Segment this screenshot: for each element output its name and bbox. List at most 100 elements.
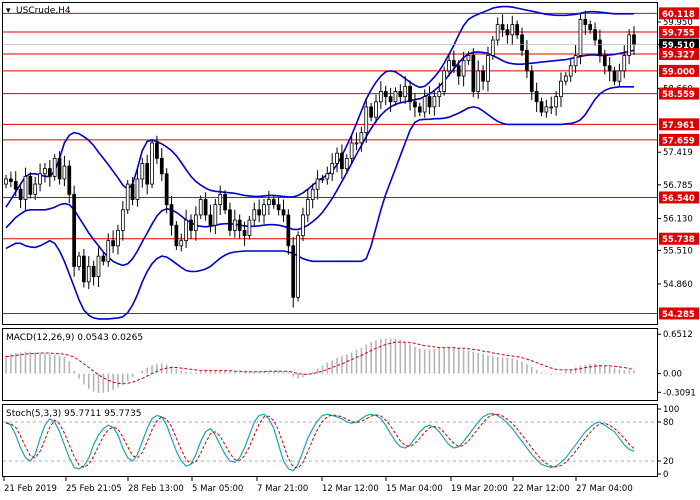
candle [588,20,593,34]
stoch-tick-label: 100 [663,405,679,415]
candle-bull [315,178,320,190]
candle-bear [28,175,33,195]
stoch-title: Stoch(5,3,3) 95.7711 95.7735 [6,409,141,419]
candle-bull [150,142,154,185]
candle [125,179,130,214]
candle [369,102,373,122]
time-tick-label: 27 Mar 04:00 [576,484,633,494]
price-tick-label: 57.419 [663,148,693,158]
candle [378,81,383,109]
candle-bear [155,142,159,159]
candle [257,199,262,223]
candle-bear [383,91,388,98]
candle-bull [325,173,330,180]
candle [43,162,47,183]
candle-bull [432,96,437,108]
candle [573,45,578,73]
candle [169,195,174,236]
candle-bear [520,34,524,51]
level-tag-text: 55.738 [662,235,695,245]
level-tag-text: 56.540 [662,194,695,204]
candle-bull [193,214,198,231]
level-tag-bg [659,87,699,100]
candle [145,154,150,195]
candle-bear [111,240,115,247]
candle-bull [125,183,130,211]
stoch-tick-label: 0 [663,470,668,480]
candle-bull [461,60,466,77]
candle-bull [344,157,349,170]
stoch-tick-label: 80 [663,418,674,428]
candle [583,10,588,35]
candle [374,94,378,123]
candle [218,185,223,215]
candle [213,199,218,234]
candle [198,195,203,220]
stoch-tick-label: 20 [663,457,674,467]
level-tag-bg [659,64,699,77]
candle-bull [374,101,378,118]
candle [359,126,364,152]
candle-bull [378,91,383,103]
time-axis-labels: 21 Feb 2019 25 Feb 21:05 28 Feb 13:00 5 Mar… [3,477,633,494]
candle [47,159,52,187]
candle [262,199,266,224]
candle-bear [203,199,208,216]
candle-bear [145,163,150,185]
candle [554,90,558,116]
candle [520,27,524,56]
level-tag-text: 54.285 [662,310,695,320]
candle-bear [602,55,607,67]
candle-bull [359,132,364,144]
time-tick-label: 15 Mar 04:00 [386,484,443,494]
candle-bear [91,266,96,278]
candle-bear [539,101,544,113]
candle [135,168,140,207]
candle-bull [86,266,91,283]
candle [150,138,154,189]
bollinger-lower-line [5,86,634,320]
candle [398,84,403,103]
macd-tick-label: 0.6512 [663,330,693,340]
candle [607,56,612,82]
bollinger-upper-line [5,5,634,208]
candle-bull [393,91,398,103]
time-tick-label: 5 Mar 05:00 [192,484,243,494]
candle-bear [208,214,213,226]
candle [301,207,305,242]
candle [364,98,369,143]
candle-bull [627,34,631,56]
candle-bear [398,91,403,98]
macd-signal-line [5,341,635,385]
candle [242,221,247,246]
level-tag-bg [659,191,699,204]
candle [452,50,456,73]
level-tag-bg [659,7,699,20]
candle-bull [447,60,451,72]
candle-bull [140,163,145,180]
candle-bull [476,70,481,92]
chart-title: USCrude,H4 [16,6,71,16]
candle-bull [120,209,125,231]
candle-bull [135,178,140,200]
level-price-tags: 60.118 59.755 59.327 59.000 58.559 57.961 57.6… [659,7,699,320]
candle-bear [228,209,232,231]
candle-bull [301,214,305,236]
candle-bear [13,181,18,190]
candle-bear [72,193,77,267]
candle [101,251,106,266]
candle-bear [388,96,393,103]
candle [417,102,422,117]
candle [403,76,408,104]
candle [627,29,631,65]
candle [155,135,159,165]
candle-bear [271,199,276,206]
price-tick-label: 54.860 [663,280,693,290]
candle [393,87,398,106]
candle-bull [335,152,339,164]
candle [495,17,500,46]
support-resistance-levels [3,12,657,314]
candle-bear [500,24,505,31]
candle-bull [437,91,442,98]
